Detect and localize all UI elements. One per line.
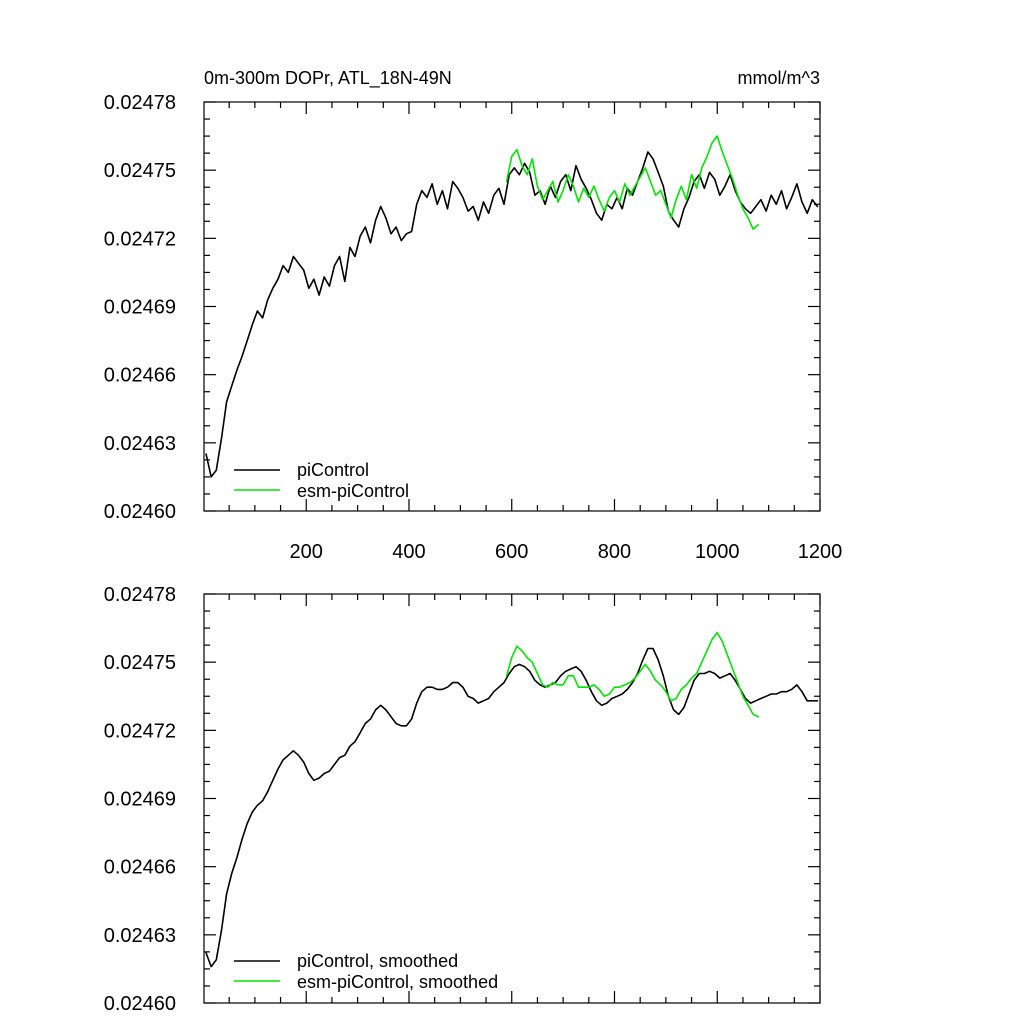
- legend-label-picontrol-smoothed: piControl, smoothed: [297, 951, 458, 971]
- x-tick-label: 600: [495, 541, 528, 563]
- y-tick-label: 0.02466: [104, 857, 176, 879]
- y-tick-label: 0.02460: [104, 993, 176, 1015]
- y-tick-label: 0.02478: [104, 92, 176, 114]
- bottom-panel: 0.02460 0.02463 0.02466 0.02469 0.02472 0.024…: [104, 584, 821, 1015]
- top-panel-x-tick-labels: 200 400 600 800 1000 1200: [290, 541, 843, 563]
- top-panel-series: [205, 135, 819, 478]
- series-line-esm-picontrol-smoothed: [505, 631, 760, 718]
- plot-title: 0m-300m DOPr, ATL_18N-49N: [204, 68, 452, 89]
- top-panel: 0.02460 0.02463 0.02466 0.02469 0.02472 0.024…: [104, 92, 843, 563]
- y-tick-label: 0.02478: [104, 584, 176, 606]
- y-tick-label: 0.02472: [104, 228, 176, 250]
- bottom-panel-series: [205, 631, 819, 968]
- y-tick-label: 0.02463: [104, 925, 176, 947]
- y-tick-label: 0.02460: [104, 501, 176, 523]
- bottom-legend: piControl, smoothed esm-piControl, smoot…: [234, 951, 498, 992]
- y-tick-label: 0.02466: [104, 365, 176, 387]
- top-legend: piControl esm-piControl: [234, 460, 409, 501]
- series-line-esm-picontrol: [505, 135, 760, 230]
- y-tick-label: 0.02475: [104, 160, 176, 182]
- series-line-picontrol: [205, 151, 819, 478]
- y-tick-label: 0.02469: [104, 297, 176, 319]
- x-tick-label: 1000: [695, 541, 740, 563]
- bottom-panel-y-tick-labels: 0.02460 0.02463 0.02466 0.02469 0.02472 0.024…: [104, 584, 176, 1015]
- top-panel-frame: [203, 101, 821, 512]
- top-panel-ticks: [204, 101, 821, 512]
- x-tick-label: 800: [598, 541, 631, 563]
- top-panel-y-tick-labels: 0.02460 0.02463 0.02466 0.02469 0.02472 0.024…: [104, 92, 176, 523]
- bottom-panel-frame: [203, 593, 821, 1004]
- y-tick-label: 0.02463: [104, 433, 176, 455]
- x-tick-label: 400: [392, 541, 425, 563]
- x-tick-label: 200: [290, 541, 323, 563]
- y-tick-label: 0.02475: [104, 652, 176, 674]
- legend-label-esm-picontrol-smoothed: esm-piControl, smoothed: [297, 972, 498, 992]
- series-line-picontrol-smoothed: [205, 647, 819, 968]
- x-tick-label: 1200: [798, 541, 843, 563]
- y-tick-label: 0.02472: [104, 720, 176, 742]
- units-label: mmol/m^3: [738, 68, 820, 88]
- legend-label-picontrol: piControl: [297, 460, 369, 480]
- legend-label-esm-picontrol: esm-piControl: [297, 481, 409, 501]
- y-tick-label: 0.02469: [104, 789, 176, 811]
